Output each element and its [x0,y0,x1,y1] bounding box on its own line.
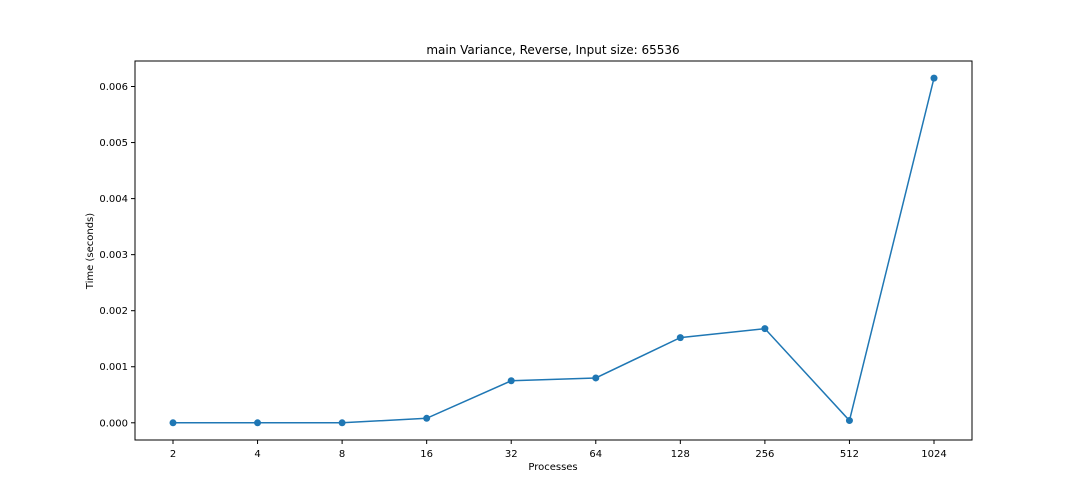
data-point [254,419,262,427]
data-point [676,334,684,342]
x-tick-label: 2 [170,449,176,460]
x-tick-label: 512 [840,449,859,460]
data-point [761,325,769,333]
data-point [338,419,346,427]
series-line [173,77,935,424]
y-tick-label: 0.003 [99,250,128,261]
y-tick-label: 0.006 [99,82,128,93]
y-tick-label: 0.005 [99,138,128,149]
y-tick-label: 0.002 [99,306,128,317]
data-point [592,374,600,382]
data-point [169,419,177,427]
x-tick-label: 32 [505,449,518,460]
x-tick-label: 256 [755,449,774,460]
y-axis-title: Time (seconds) [85,213,96,290]
x-tick-label: 4 [254,449,260,460]
x-tick-label: 128 [671,449,690,460]
data-point [845,417,853,425]
plot-area [169,74,938,427]
x-tick-label: 16 [420,449,433,460]
data-point [930,74,938,82]
data-point [423,414,431,422]
y-axis: 0.000 0.001 0.002 0.003 0.004 0.005 0.006 [99,82,135,429]
x-tick-label: 64 [589,449,602,460]
x-tick-label: 8 [339,449,345,460]
y-tick-label: 0.000 [99,418,128,429]
chart-title: main Variance, Reverse, Input size: 6553… [426,43,679,57]
y-tick-label: 0.001 [99,362,128,373]
x-axis-title: Processes [528,462,577,473]
x-tick-label: 1024 [921,449,946,460]
axes-frame [134,60,973,441]
y-tick-label: 0.004 [99,194,128,205]
x-axis: 2 4 8 16 32 64 128 256 512 1024 [170,440,947,460]
data-point [507,377,515,385]
